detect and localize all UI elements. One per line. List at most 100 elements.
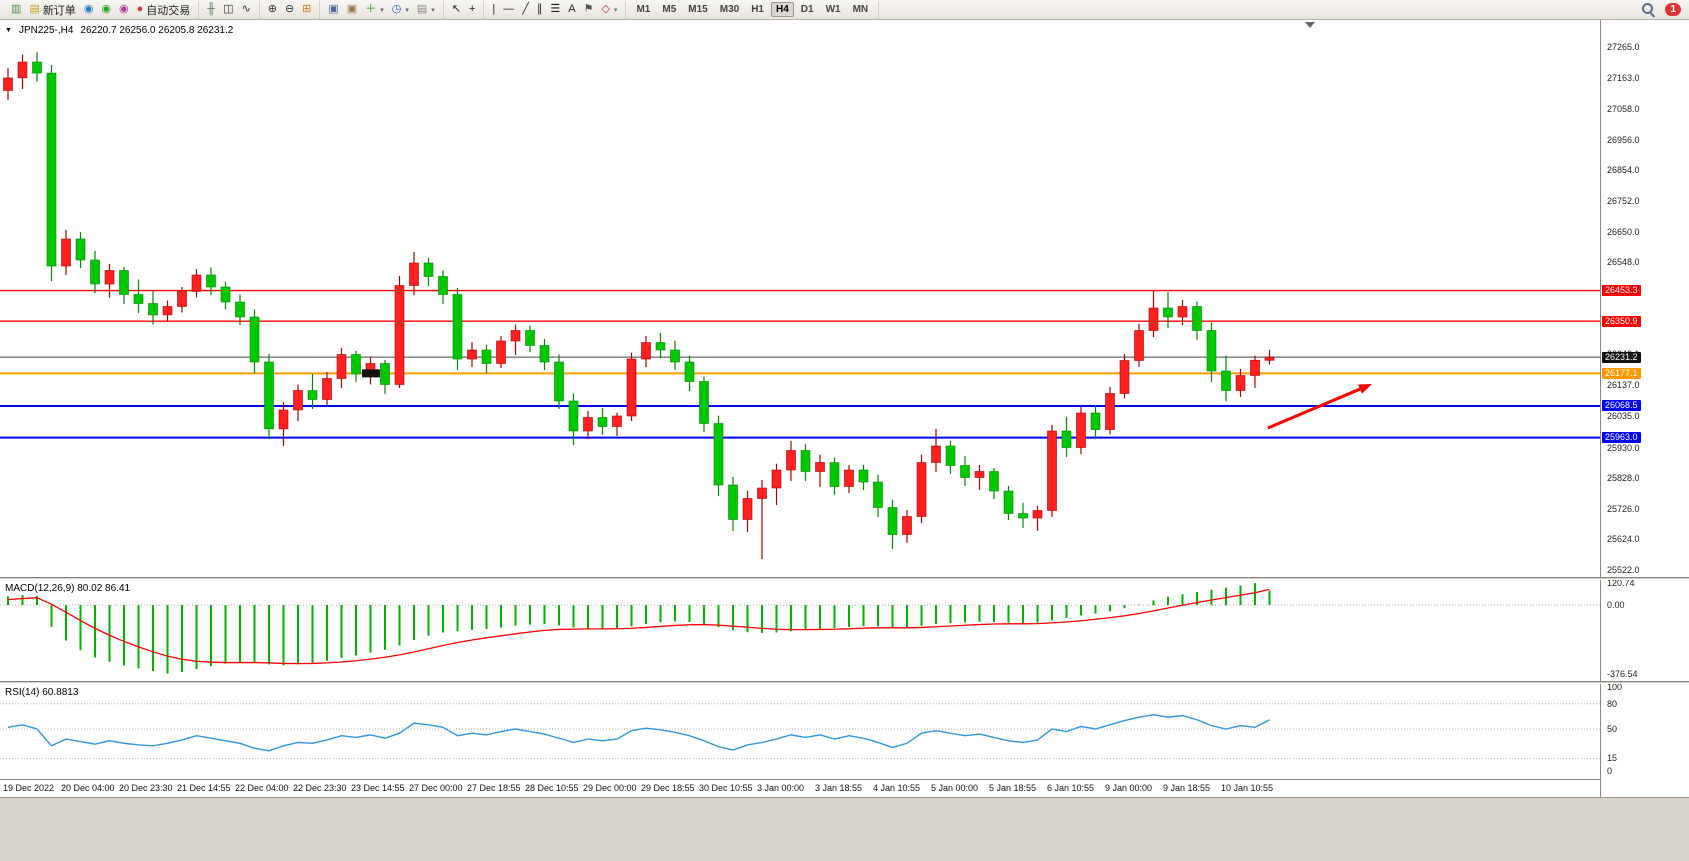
timeframe-h4[interactable]: H4 xyxy=(770,2,794,17)
rsi-axis-label: 15 xyxy=(1607,753,1618,764)
price-tag: 26350.9 xyxy=(1602,315,1641,327)
timeframe-d1[interactable]: D1 xyxy=(800,4,814,15)
candle-body xyxy=(931,445,941,463)
main-price-chart[interactable] xyxy=(0,20,1600,577)
chart-menu-caret[interactable]: ▼ xyxy=(5,27,12,34)
indicators-button[interactable]: ＋ ▾ xyxy=(361,1,388,19)
candle-body xyxy=(481,349,492,364)
candle-body xyxy=(742,498,753,520)
crosshair-icon[interactable]: + xyxy=(465,1,479,19)
rsi-panel[interactable] xyxy=(0,684,1600,779)
candlestick-icon[interactable]: ◫ xyxy=(219,1,237,19)
crosshair-icon: + xyxy=(468,3,476,15)
line-selection-handle[interactable] xyxy=(362,369,380,378)
label-icon: ⚑ xyxy=(583,3,594,15)
horizontal-line-icon[interactable]: ― xyxy=(499,1,518,19)
cursor-icon[interactable]: ↖ xyxy=(448,1,465,19)
toolbar-group: ↖ + xyxy=(444,0,485,19)
search-icon[interactable] xyxy=(1641,2,1656,17)
market-icon[interactable]: ◉ xyxy=(115,1,133,19)
price-axis-label: 25726.0 xyxy=(1607,503,1640,514)
time-axis-label: 9 Jan 00:00 xyxy=(1105,783,1153,793)
price-axis[interactable]: 27265.0 27163.0 27058.0 26956.0 26854.0 26752… xyxy=(1600,20,1689,797)
arrange-windows-icon: ▣ xyxy=(346,3,358,15)
vertical-line-icon[interactable]: | xyxy=(488,1,499,19)
macd-panel-splitter[interactable] xyxy=(0,577,1689,580)
toolbar-group: ⊕ ⊖ ⊞ xyxy=(260,0,321,19)
candle-body xyxy=(583,417,593,432)
zoom-out-icon[interactable]: ⊖ xyxy=(281,1,298,19)
alerts-icon[interactable]: ◉ xyxy=(97,1,115,19)
toolbar-right: 1 xyxy=(1641,2,1686,17)
tile-windows-icon[interactable]: ⊞ xyxy=(298,1,315,19)
trendline-icon[interactable]: ╱ xyxy=(518,1,533,19)
line-chart-icon[interactable]: ∿ xyxy=(238,1,255,19)
candle-body xyxy=(786,450,796,471)
charts-grid-icon: ▥ xyxy=(11,3,22,15)
macd-panel[interactable] xyxy=(0,580,1600,681)
chart-shift-marker[interactable] xyxy=(1305,22,1315,28)
candle-body xyxy=(235,301,245,318)
candle-body xyxy=(597,417,608,427)
candle-body xyxy=(1221,370,1231,391)
channel-icon[interactable]: ∥ xyxy=(533,1,547,19)
candle-body xyxy=(568,400,579,432)
price-tag: 25963.0 xyxy=(1602,432,1641,444)
autotrading-button[interactable]: ● 自动交易 xyxy=(133,1,195,19)
candle-body xyxy=(800,450,811,472)
new-order-button[interactable]: ▤ 新订单 xyxy=(25,1,79,19)
autotrading-button-label: 自动交易 xyxy=(146,4,191,17)
cascade-windows-icon: ▣ xyxy=(328,3,339,15)
candle-body xyxy=(525,330,535,346)
timeframe-m1[interactable]: M1 xyxy=(636,4,651,15)
chevron-down-icon: ▾ xyxy=(613,6,618,14)
time-axis-label: 5 Jan 18:55 xyxy=(989,783,1037,793)
trend-arrow-head[interactable] xyxy=(1358,384,1372,394)
candle-body xyxy=(104,270,115,285)
new-order-button-label: 新订单 xyxy=(42,4,76,17)
fibonacci-icon[interactable]: ☰ xyxy=(546,1,564,19)
rsi-panel-splitter[interactable] xyxy=(0,681,1689,684)
candle-body xyxy=(1206,330,1217,372)
timeframe-mn[interactable]: MN xyxy=(852,4,869,15)
candle-body xyxy=(670,349,680,363)
macd-axis-label: 0.00 xyxy=(1607,600,1625,611)
candle-body xyxy=(1264,356,1275,361)
mql5-community-icon[interactable]: ◉ xyxy=(80,1,98,19)
new-order-icon: ▤ xyxy=(29,3,40,15)
candle-body xyxy=(1105,393,1115,430)
timeframe-m15[interactable]: M15 xyxy=(688,4,708,15)
rsi-line xyxy=(7,714,1270,752)
label-icon[interactable]: ⚑ xyxy=(580,1,598,19)
ohlc-bars-icon[interactable]: ╫ xyxy=(203,1,219,19)
candle-body xyxy=(989,471,999,492)
candle-body xyxy=(728,484,738,520)
timeframe-w1[interactable]: W1 xyxy=(825,4,841,15)
timeframe-h1[interactable]: H1 xyxy=(751,4,764,15)
candle-body xyxy=(699,381,709,424)
arrange-windows-icon[interactable]: ▣ xyxy=(343,1,361,19)
periods-button[interactable]: ◷ ▾ xyxy=(388,1,413,19)
macd-label: MACD(12,26,9) 80.02 86.41 xyxy=(5,583,131,594)
zoom-in-icon: ⊕ xyxy=(267,3,277,15)
trend-arrow-annotation[interactable] xyxy=(1267,387,1361,430)
charts-grid-icon[interactable]: ▥ xyxy=(7,1,25,19)
text-icon[interactable]: A xyxy=(564,1,579,19)
notification-badge[interactable]: 1 xyxy=(1665,3,1681,16)
price-axis-label: 25624.0 xyxy=(1607,534,1640,545)
timeframe-m5[interactable]: M5 xyxy=(662,4,677,15)
zoom-in-icon[interactable]: ⊕ xyxy=(264,1,281,19)
time-axis-label: 22 Dec 23:30 xyxy=(293,783,347,793)
time-axis[interactable]: 19 Dec 2022 20 Dec 04:00 20 Dec 23:30 21 De… xyxy=(0,779,1600,797)
candle-body xyxy=(1076,412,1086,448)
shapes-button[interactable]: ◇ ▾ xyxy=(597,1,621,19)
price-axis-label: 26137.0 xyxy=(1607,380,1640,391)
candle-body xyxy=(264,361,274,430)
candle-body xyxy=(1032,510,1043,519)
candle-body xyxy=(278,409,289,430)
templates-button[interactable]: ▤ ▾ xyxy=(413,1,439,19)
chevron-down-icon: ▾ xyxy=(405,6,409,14)
timeframe-m30[interactable]: M30 xyxy=(719,4,740,15)
cascade-windows-icon[interactable]: ▣ xyxy=(324,1,342,19)
